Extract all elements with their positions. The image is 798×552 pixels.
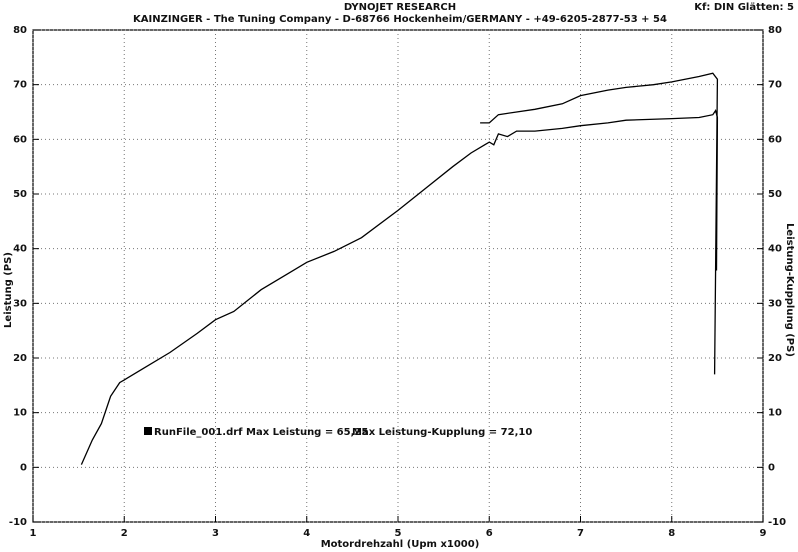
data-line — [80, 109, 719, 465]
y2-tick-label: 0 — [768, 462, 775, 473]
annotation: RunFile_001.drf Max Leistung = 65,25 — [154, 427, 368, 438]
x-tick-label: 9 — [760, 528, 767, 539]
x-tick-label: 8 — [668, 528, 675, 539]
y2-tick-label: 40 — [768, 244, 782, 255]
y2-axis-label: Leistung-Kupplung (PS) — [784, 223, 795, 357]
y2-tick-label: 80 — [768, 25, 782, 36]
y2-tick-label: 60 — [768, 134, 782, 145]
chart-subtitle: KAINZINGER - The Tuning Company - D-6876… — [133, 14, 667, 25]
corner-note: Kf: DIN Glätten: 5 — [694, 2, 794, 13]
x-tick-label: 7 — [577, 528, 584, 539]
legend-marker — [144, 427, 152, 435]
y-tick-label: 80 — [13, 25, 27, 36]
y2-tick-label: 30 — [768, 298, 782, 309]
y2-tick-label: 70 — [768, 80, 782, 91]
y-tick-label: 20 — [13, 353, 27, 364]
x-tick-label: 1 — [30, 528, 37, 539]
y2-tick-label: 50 — [768, 189, 782, 200]
y2-tick-label: 20 — [768, 353, 782, 364]
chart-title: DYNOJET RESEARCH — [344, 2, 456, 13]
y-axis-label: Leistung (PS) — [3, 252, 14, 328]
y2-tick-label: 10 — [768, 408, 782, 419]
data-line — [480, 72, 719, 375]
y-tick-label: -10 — [9, 517, 27, 528]
y-tick-label: 10 — [13, 408, 27, 419]
plot-frame — [32, 29, 764, 523]
y-tick-label: 0 — [20, 462, 27, 473]
x-tick-label: 5 — [395, 528, 402, 539]
y-tick-label: 40 — [13, 244, 27, 255]
x-tick-label: 6 — [486, 528, 493, 539]
annotation: Max Leistung-Kupplung = 72,10 — [352, 427, 532, 438]
x-tick-label: 4 — [303, 528, 310, 539]
y-tick-label: 60 — [13, 134, 27, 145]
y-tick-label: 50 — [13, 189, 27, 200]
x-tick-label: 2 — [121, 528, 128, 539]
x-axis-label: Motordrehzahl (Upm x1000) — [321, 539, 480, 550]
x-tick-label: 3 — [212, 528, 219, 539]
y2-tick-label: -10 — [768, 517, 786, 528]
y-tick-label: 30 — [13, 298, 27, 309]
y-tick-label: 70 — [13, 80, 27, 91]
